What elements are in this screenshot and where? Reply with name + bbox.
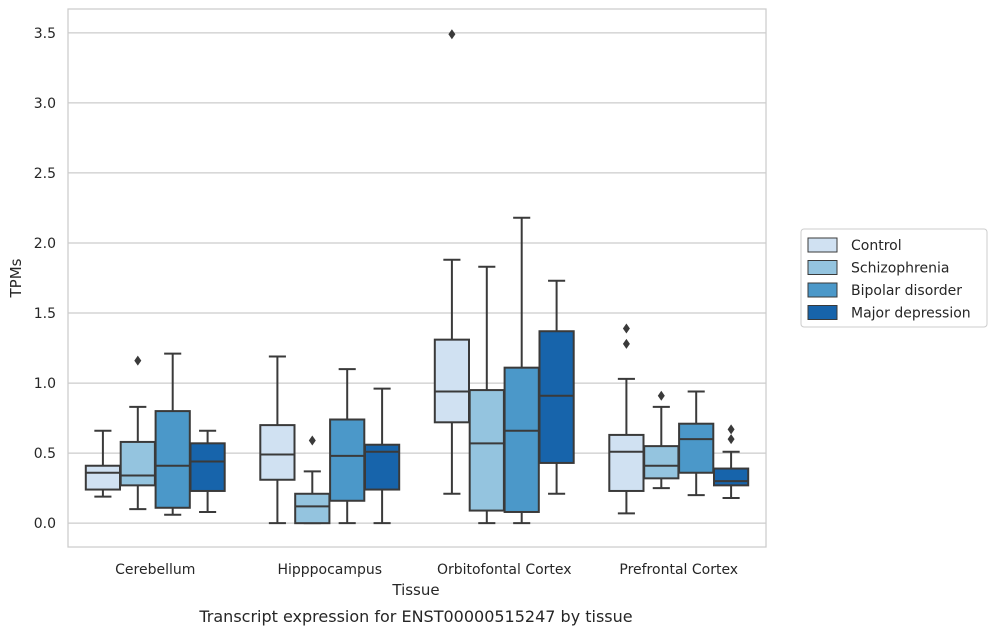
box-iqr (643, 445, 680, 480)
legend-label: Major depression (851, 306, 971, 322)
legend-label: Schizophrenia (851, 261, 949, 277)
legend-swatch (807, 282, 838, 298)
box-plot (363, 387, 401, 525)
box-iqr (433, 338, 471, 424)
plot-frame (67, 8, 767, 548)
box-iqr (712, 467, 750, 487)
x-tick-label: Orbitofontal Cortex (437, 562, 572, 578)
outlier-point (448, 29, 456, 40)
box-iqr (608, 433, 645, 492)
box-plot (84, 429, 122, 498)
x-tick-label: Cerebellum (115, 562, 195, 578)
box-plot (468, 265, 505, 525)
box-iqr (189, 442, 226, 492)
y-tick-label: 0.0 (34, 516, 56, 532)
y-tick-label: 3.0 (34, 96, 56, 112)
y-tick-label: 2.0 (34, 236, 56, 252)
box-plot (329, 368, 366, 525)
legend-swatch (807, 260, 838, 275)
x-tick-labels: Cerebellum Hipppocampus Orbitofontal Corte… (115, 562, 738, 578)
outlier-point (134, 355, 142, 366)
box-plot (712, 424, 750, 499)
box-iqr (294, 492, 331, 525)
y-tick-label: 2.5 (34, 166, 56, 182)
box-iqr (84, 464, 122, 491)
legend-swatch (807, 237, 838, 253)
x-tick-label: Prefrontal Cortex (619, 562, 738, 578)
y-tick-label: 0.5 (34, 446, 56, 462)
legend: Control Schizophrenia Bipolar disorder Majo… (800, 228, 988, 328)
box-plot (119, 355, 156, 511)
y-tick-label: 1.0 (34, 376, 56, 392)
y-tick-labels: 0.0 0.5 1.0 1.5 2.0 2.5 3.0 3.5 (34, 26, 56, 532)
y-tick-label: 1.5 (34, 306, 56, 322)
outlier-point (622, 338, 630, 349)
chart-caption: Transcript expression for ENST0000051524… (198, 607, 632, 626)
outlier-point (727, 434, 735, 445)
box-iqr (154, 410, 191, 509)
box-plot (259, 355, 296, 525)
box-plot (643, 390, 680, 490)
box-iqr (329, 418, 366, 502)
outlier-point (622, 323, 630, 334)
y-axis-label: TPMs (7, 258, 25, 298)
legend-label: Control (851, 238, 902, 254)
box-iqr (119, 440, 156, 487)
series-bipolar-disorder (154, 216, 715, 525)
box-iqr (538, 330, 575, 464)
legend-label: Bipolar disorder (851, 283, 962, 299)
box-plot (503, 216, 540, 525)
legend-frame (800, 228, 988, 328)
box-iqr (678, 422, 715, 474)
box-plot (189, 429, 226, 513)
box-plot (294, 435, 331, 525)
legend-swatch (807, 305, 838, 320)
outlier-point (727, 424, 735, 435)
x-axis-label: Tissue (391, 581, 439, 599)
box-plot (154, 352, 191, 516)
box-iqr (468, 389, 505, 512)
box-plot (433, 29, 471, 495)
box-plot (678, 390, 715, 497)
x-tick-label: Hipppocampus (277, 562, 382, 578)
box-series (84, 29, 750, 525)
outlier-point (657, 390, 665, 401)
outlier-point (308, 435, 316, 446)
series-control (84, 29, 645, 525)
box-plot (538, 279, 575, 495)
box-plot (608, 323, 645, 515)
y-tick-label: 3.5 (34, 26, 56, 42)
series-schizophrenia (119, 265, 680, 525)
box-iqr (259, 424, 296, 481)
series-major-depression (189, 279, 750, 525)
box-iqr (503, 366, 540, 513)
